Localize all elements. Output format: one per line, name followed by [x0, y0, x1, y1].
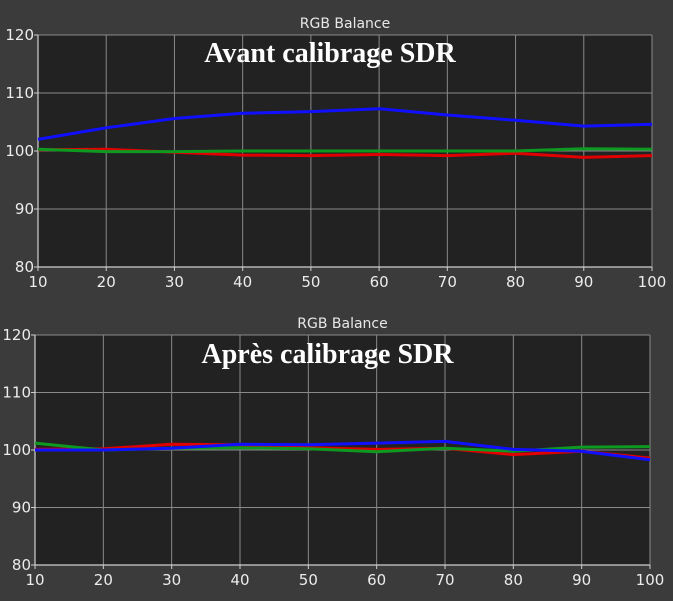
y-tick-label: 120: [2, 326, 31, 344]
x-tick-label: 50: [301, 273, 320, 291]
x-tick-label: 90: [574, 273, 593, 291]
x-tick-label: 80: [506, 273, 525, 291]
x-tick-label: 20: [94, 571, 113, 589]
x-tick-label: 40: [230, 571, 249, 589]
x-tick-label: 100: [636, 571, 665, 589]
green-series-line: [37, 147, 653, 154]
chart-annotation: Avant calibrage SDR: [204, 38, 456, 69]
chart-before: 10 20 30 40 50 60 70 80 90 100 80 90 100 110 120 RGB Ba…: [5, 16, 666, 291]
chart-title: RGB Balance: [300, 16, 390, 32]
chart-annotation: Après calibrage SDR: [202, 339, 455, 370]
blue-series-line: [35, 439, 651, 462]
chart-after: 10 20 30 40 50 60 70 80 90 100 80 90 100 110 120 RGB Ba…: [2, 316, 664, 589]
x-tick-label: 30: [165, 273, 184, 291]
y-tick-label: 80: [12, 556, 31, 574]
x-tick-label: 60: [367, 571, 386, 589]
red-series-line: [34, 442, 651, 460]
y-tick-label: 100: [2, 441, 31, 459]
y-tick-label: 100: [5, 142, 34, 160]
y-tick-label: 90: [12, 499, 31, 517]
y-tick-label: 120: [5, 26, 34, 44]
x-tick-label: 20: [97, 273, 116, 291]
x-tick-label: 10: [28, 273, 47, 291]
y-tick-label: 90: [15, 200, 34, 218]
x-tick-label: 80: [504, 571, 523, 589]
x-tick-label: 90: [572, 571, 591, 589]
x-tick-label: 70: [438, 273, 457, 291]
x-tick-label: 40: [233, 273, 252, 291]
x-tick-label: 50: [299, 571, 318, 589]
x-tick-label: 70: [435, 571, 454, 589]
x-tick-label: 100: [638, 273, 667, 291]
x-tick-label: 10: [25, 571, 44, 589]
x-tick-label: 30: [162, 571, 181, 589]
blue-series-line: [37, 107, 653, 141]
chart-title: RGB Balance: [297, 316, 387, 332]
y-tick-label: 80: [15, 258, 34, 276]
x-tick-label: 60: [370, 273, 389, 291]
y-tick-label: 110: [5, 84, 34, 102]
y-tick-label: 110: [2, 384, 31, 402]
